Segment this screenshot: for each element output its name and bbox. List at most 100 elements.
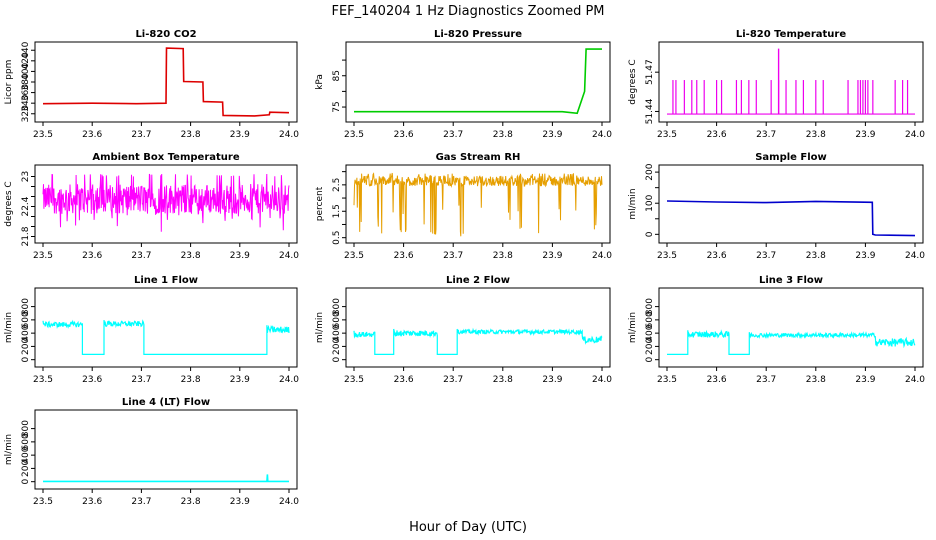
y-tick-label: 0 (21, 479, 31, 485)
plot-frame (658, 41, 924, 123)
series-line (667, 329, 916, 355)
x-tick-label: 23.5 (657, 251, 677, 261)
panel-title: Line 2 Flow (446, 275, 510, 286)
x-tick-label: 23.8 (181, 375, 201, 385)
y-tick-label: 600 (21, 311, 31, 328)
y-tick-label: 600 (21, 433, 31, 450)
x-tick-label: 24.0 (279, 497, 299, 507)
x-tick-label: 24.0 (592, 251, 612, 261)
figure-xlabel: Hour of Day (UTC) (409, 520, 527, 535)
x-tick-label: 23.9 (230, 497, 250, 507)
y-tick-label: 400 (332, 324, 342, 341)
x-tick-label: 23.5 (344, 130, 364, 140)
panel-co2: Li-820 CO2 Licor ppm 23.5 23.6 23.7 23.8 23.9 2… (4, 29, 299, 140)
y-tick-label: 400 (21, 324, 31, 341)
y-tick-label: 800 (21, 298, 31, 315)
series-line (42, 173, 290, 232)
y-tick-label: 200 (21, 460, 31, 477)
plot-frame (345, 41, 611, 123)
y-axis-label: Licor ppm (4, 60, 14, 105)
y-tick-label: 100 (645, 194, 655, 211)
x-tick-label: 24.0 (279, 130, 299, 140)
x-tick-label: 23.9 (542, 130, 562, 140)
x-tick-label: 23.5 (344, 375, 364, 385)
x-tick-label: 24.0 (279, 251, 299, 261)
x-tick-label: 23.7 (443, 375, 463, 385)
panel-line2: Line 2 Flow ml/min 23.5 23.6 23.7 23.8 23.9 24.… (315, 275, 612, 385)
x-tick-label: 23.9 (855, 130, 875, 140)
x-tick-label: 23.5 (657, 130, 677, 140)
y-tick-label: 1.5 (332, 204, 342, 218)
panel-rh: Gas Stream RH percent 23.5 23.6 23.7 23.8 23.9… (315, 152, 612, 261)
y-tick-label: 440 (21, 41, 31, 58)
panel-ambient: Ambient Box Temperature degrees C 23.5 23.6… (4, 152, 299, 261)
panel-title: Gas Stream RH (436, 152, 521, 163)
y-tick-label: 23 (21, 171, 31, 182)
y-tick-label: 21.8 (21, 226, 31, 246)
y-tick-label: 600 (332, 311, 342, 328)
plot-frame (658, 287, 924, 368)
x-tick-label: 23.9 (542, 251, 562, 261)
y-axis-label: ml/min (628, 188, 638, 219)
x-tick-label: 23.6 (394, 130, 414, 140)
x-tick-label: 23.8 (806, 251, 826, 261)
y-axis-label: ml/min (315, 312, 325, 343)
y-tick-label: 200 (645, 163, 655, 180)
y-axis-label: ml/min (4, 312, 14, 343)
x-tick-label: 23.8 (806, 375, 826, 385)
panel-title: Line 4 (LT) Flow (122, 397, 210, 408)
y-axis-label: ml/min (628, 312, 638, 343)
y-axis-label: degrees C (4, 181, 14, 226)
panel-title: Sample Flow (755, 152, 827, 163)
y-axis-label: ml/min (4, 434, 14, 465)
y-tick-label: 800 (21, 420, 31, 437)
panel-temperature: Li-820 Temperature degrees C 23.5 23.6 23.7 2… (628, 29, 925, 140)
y-tick-label: 340 (21, 94, 31, 111)
x-tick-label: 23.5 (344, 251, 364, 261)
series-line (353, 327, 603, 355)
y-tick-label: 800 (332, 298, 342, 315)
x-tick-label: 23.7 (131, 375, 151, 385)
x-tick-label: 23.7 (443, 251, 463, 261)
panel-title: Li-820 Pressure (434, 29, 522, 40)
x-tick-label: 23.5 (33, 375, 53, 385)
plot-frame (34, 287, 298, 368)
y-tick-label: 320 (21, 105, 31, 122)
x-tick-label: 23.7 (756, 375, 776, 385)
series-line (666, 200, 916, 237)
y-tick-label: 0 (332, 357, 342, 363)
y-tick-label: 0 (645, 231, 655, 237)
x-tick-label: 23.7 (131, 251, 151, 261)
x-tick-label: 23.9 (230, 375, 250, 385)
y-tick-label: 380 (21, 73, 31, 90)
plot-frame (345, 287, 611, 368)
figure-title: FEF_140204 1 Hz Diagnostics Zoomed PM (331, 4, 604, 19)
series-line (354, 48, 602, 115)
panel-title: Li-820 Temperature (736, 29, 846, 40)
x-tick-label: 23.5 (33, 497, 53, 507)
x-tick-label: 23.7 (131, 130, 151, 140)
y-axis-label: kPa (315, 74, 325, 90)
panel-title: Line 3 Flow (759, 275, 823, 286)
x-tick-label: 23.8 (806, 130, 826, 140)
x-tick-label: 23.6 (82, 375, 102, 385)
y-tick-label: 0 (645, 357, 655, 363)
x-tick-label: 24.0 (279, 375, 299, 385)
plot-frame (658, 164, 924, 244)
x-tick-label: 23.9 (230, 251, 250, 261)
x-tick-label: 23.5 (33, 130, 53, 140)
y-tick-label: 200 (332, 338, 342, 355)
y-tick-label: 400 (645, 324, 655, 341)
x-tick-label: 24.0 (905, 251, 925, 261)
panel-title: Li-820 CO2 (135, 29, 196, 40)
x-tick-label: 23.8 (181, 130, 201, 140)
y-axis-label: percent (315, 186, 325, 221)
y-tick-label: 75 (332, 101, 342, 112)
y-tick-label: 0 (21, 357, 31, 363)
x-tick-label: 23.7 (756, 251, 776, 261)
y-tick-label: 200 (645, 338, 655, 355)
x-tick-label: 24.0 (905, 130, 925, 140)
x-tick-label: 23.7 (756, 130, 776, 140)
x-tick-label: 23.6 (707, 130, 727, 140)
